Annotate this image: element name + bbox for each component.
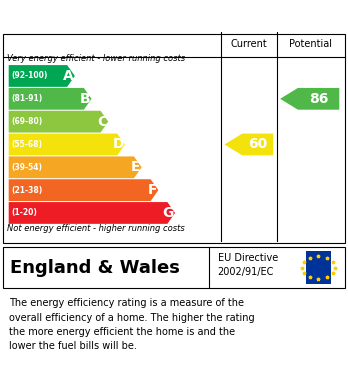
Text: D: D xyxy=(112,138,124,151)
Text: (39-54): (39-54) xyxy=(11,163,42,172)
Text: (21-38): (21-38) xyxy=(11,186,43,195)
Polygon shape xyxy=(280,88,339,110)
Text: Potential: Potential xyxy=(289,39,332,49)
Polygon shape xyxy=(9,134,125,155)
Text: (69-80): (69-80) xyxy=(11,117,43,126)
Text: Energy Efficiency Rating: Energy Efficiency Rating xyxy=(9,9,238,27)
Polygon shape xyxy=(9,111,108,133)
Bar xyxy=(306,251,331,284)
Text: C: C xyxy=(97,115,107,129)
Text: Current: Current xyxy=(230,39,267,49)
Polygon shape xyxy=(9,202,175,224)
Text: Very energy efficient - lower running costs: Very energy efficient - lower running co… xyxy=(7,54,185,63)
Text: (81-91): (81-91) xyxy=(11,94,43,103)
Text: England & Wales: England & Wales xyxy=(10,258,180,277)
Text: 60: 60 xyxy=(248,138,267,151)
Text: The energy efficiency rating is a measure of the
overall efficiency of a home. T: The energy efficiency rating is a measur… xyxy=(9,298,254,352)
Text: F: F xyxy=(148,183,157,197)
Text: E: E xyxy=(131,160,141,174)
Polygon shape xyxy=(9,65,75,87)
Text: (92-100): (92-100) xyxy=(11,72,48,81)
Text: A: A xyxy=(63,69,74,83)
Polygon shape xyxy=(224,134,273,155)
Text: 86: 86 xyxy=(309,92,328,106)
Text: (55-68): (55-68) xyxy=(11,140,42,149)
Polygon shape xyxy=(9,88,92,110)
Polygon shape xyxy=(9,179,158,201)
Polygon shape xyxy=(9,156,142,178)
Text: B: B xyxy=(80,92,90,106)
Text: Not energy efficient - higher running costs: Not energy efficient - higher running co… xyxy=(7,224,185,233)
Text: (1-20): (1-20) xyxy=(11,208,37,217)
Text: G: G xyxy=(163,206,174,220)
Text: EU Directive
2002/91/EC: EU Directive 2002/91/EC xyxy=(218,253,278,277)
